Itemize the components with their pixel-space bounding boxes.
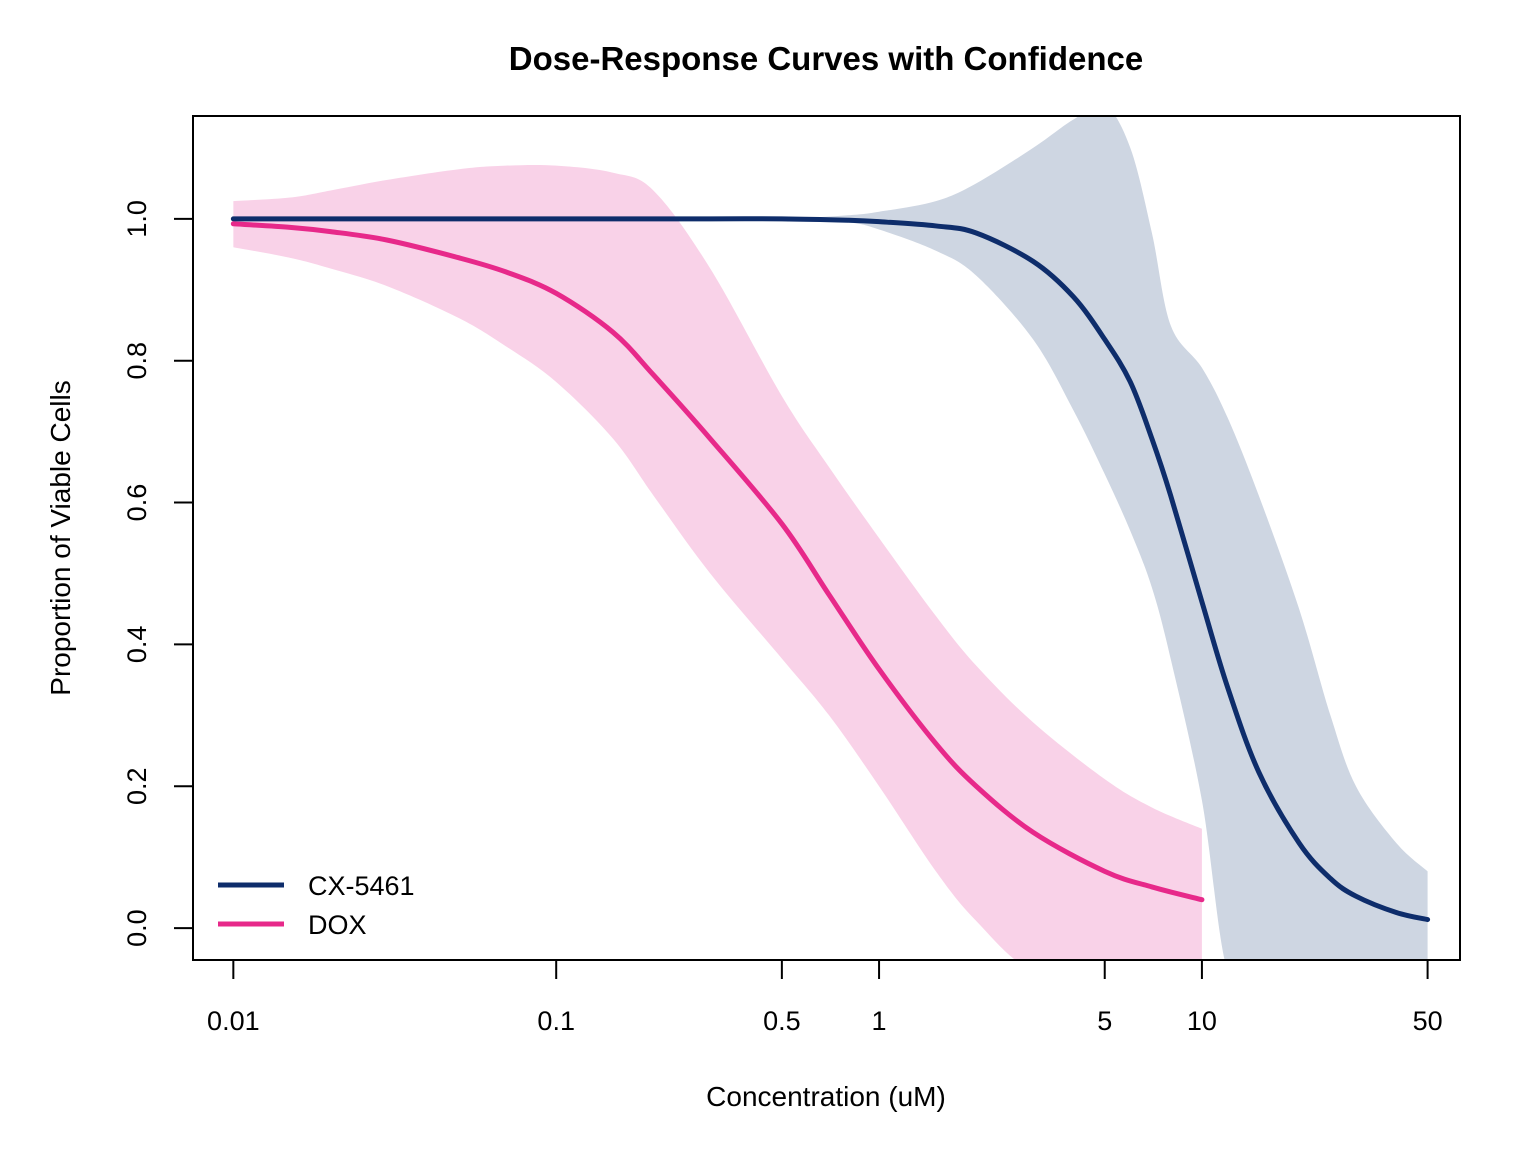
x-tick-label: 0.5 [763,1006,801,1036]
x-tick-label: 10 [1187,1006,1217,1036]
y-axis: 0.0 0.2 0.4 0.6 0.8 1.0 [122,200,194,947]
x-tick-label: 50 [1413,1006,1443,1036]
y-tick-label: 0.2 [122,767,152,805]
legend-label-0: CX-5461 [308,871,415,901]
x-tick-label: 1 [872,1006,887,1036]
confidence-band-0 [233,116,1428,960]
x-axis: 0.01 0.1 0.5 1 5 10 50 [207,959,1443,1036]
y-tick-label: 1.0 [122,200,152,238]
confidence-bands [233,116,1428,960]
y-axis-title: Proportion of Viable Cells [45,380,76,695]
curve-lines [230,216,1431,923]
y-tick-label: 0.0 [122,909,152,947]
legend-label-1: DOX [308,910,367,940]
y-tick-label: 0.8 [122,342,152,380]
series-line-0 [230,216,1431,923]
y-tick-label: 0.6 [122,484,152,522]
x-axis-title: Concentration (uM) [706,1081,946,1112]
series-line-1 [230,221,1205,903]
chart-title: Dose-Response Curves with Confidence [509,40,1143,77]
x-tick-label: 0.1 [537,1006,575,1036]
x-tick-label: 5 [1097,1006,1112,1036]
confidence-band-1 [233,164,1202,960]
y-tick-label: 0.4 [122,626,152,664]
x-tick-label: 0.01 [207,1006,260,1036]
legend: CX-5461 DOX [218,871,415,940]
